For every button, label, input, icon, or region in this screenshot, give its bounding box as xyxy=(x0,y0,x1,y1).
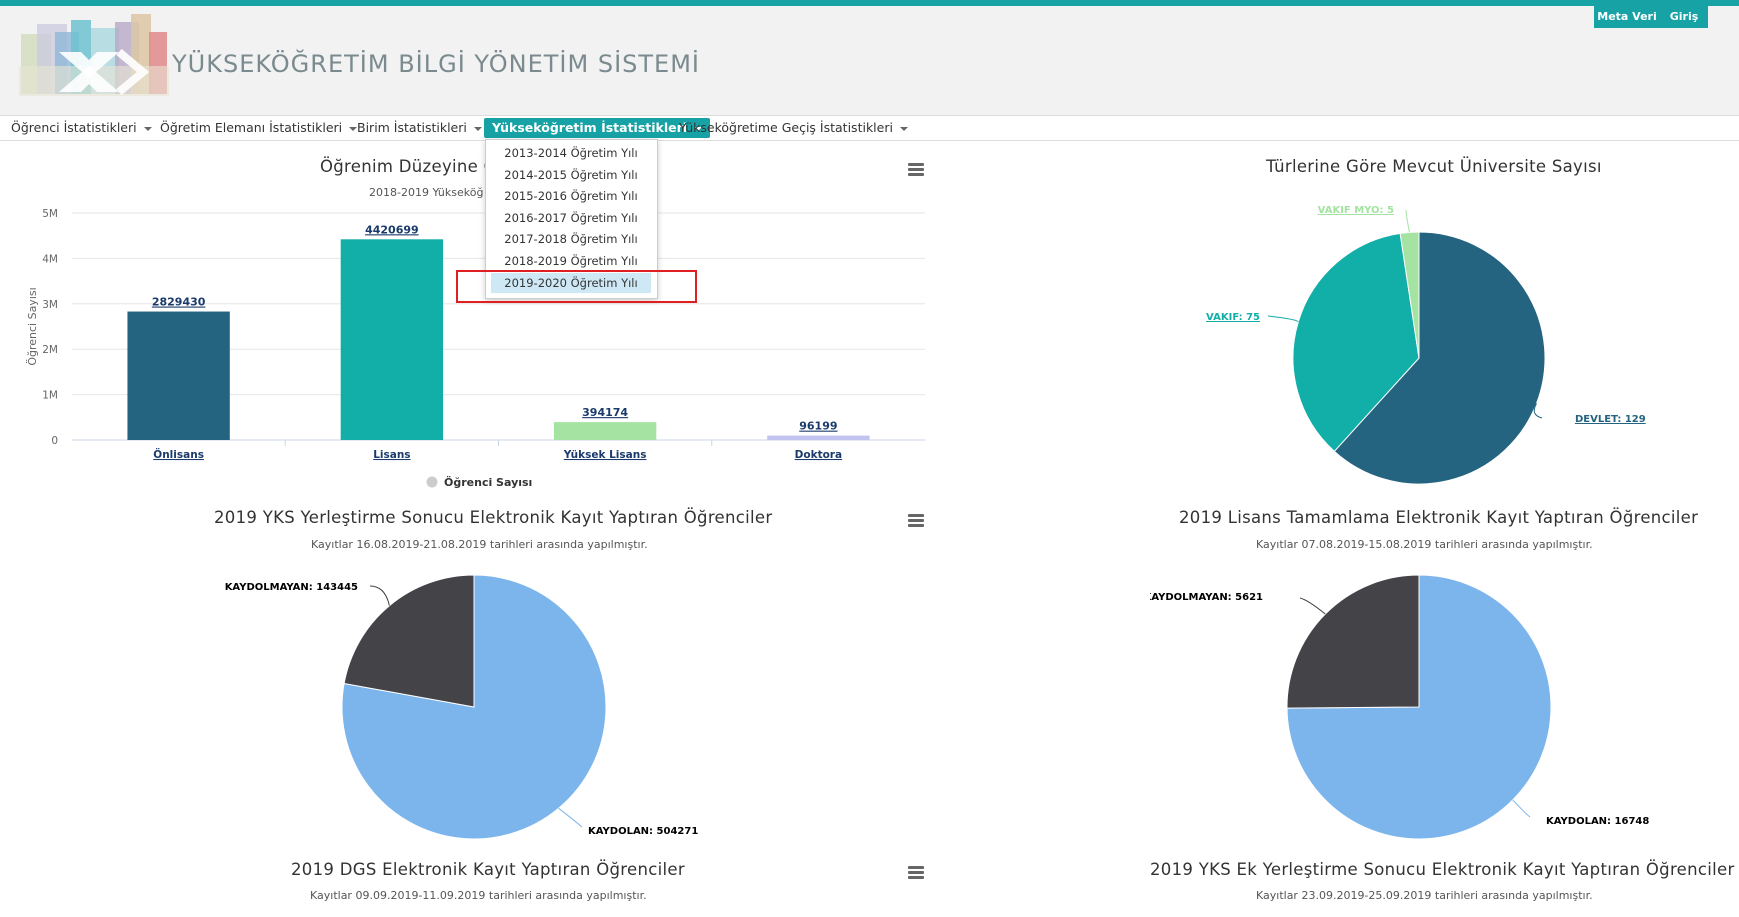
dropdown-item-2015-2016[interactable]: 2015-2016 Öğretim Yılı xyxy=(504,189,638,203)
y-tick-label: 0 xyxy=(51,435,58,447)
site-header xyxy=(0,6,1739,115)
chevron-down-icon xyxy=(899,126,908,131)
y-tick-label: 5M xyxy=(42,208,58,220)
ek-chart-subtitle: Kayıtlar 23.09.2019-25.09.2019 tarihleri… xyxy=(1256,889,1593,902)
dropdown-item-2019-2020[interactable]: 2019-2020 Öğretim Yılı xyxy=(491,273,651,293)
main-navbar: Öğrenci İstatistikleri Öğretim Elemanı İ… xyxy=(0,115,1739,141)
chart-menu-icon[interactable] xyxy=(908,514,924,527)
dropdown-item-2014-2015[interactable]: 2014-2015 Öğretim Yılı xyxy=(504,168,638,182)
highlight-box xyxy=(456,270,697,303)
top-accent-bar xyxy=(0,0,1739,6)
dropdown-item-2018-2019[interactable]: 2018-2019 Öğretim Yılı xyxy=(504,254,638,268)
pie-connector xyxy=(558,807,583,828)
pie-data-label: KAYDOLAN: 504271 xyxy=(588,826,698,837)
chevron-down-icon xyxy=(143,126,152,131)
pie-data-label: DEVLET: 129 xyxy=(1575,414,1646,425)
pie-slice xyxy=(1292,232,1420,453)
nav-label: Öğretim Elemanı İstatistikleri xyxy=(160,120,343,135)
y-tick-label: 2M xyxy=(42,344,58,356)
pie-connector xyxy=(1512,799,1531,818)
pie-slice xyxy=(1286,574,1552,840)
login-button[interactable]: Giriş xyxy=(1660,6,1708,28)
y-tick-label: 4M xyxy=(42,253,58,265)
bar-value-label: 2829430 xyxy=(152,296,206,309)
nav-label: Yükseköğretime Geçiş İstatistikleri xyxy=(679,120,893,135)
nav-student-stats[interactable]: Öğrenci İstatistikleri xyxy=(11,118,152,138)
pie-connector xyxy=(1267,315,1299,323)
pie-data-label: VAKIF MYO: 5 xyxy=(1318,205,1394,216)
bar xyxy=(340,239,444,440)
pie-data-label: KAYDOLAN: 16748 xyxy=(1546,816,1649,827)
pie-data-label: VAKIF: 75 xyxy=(1206,312,1260,323)
uni-chart-title: Türlerine Göre Mevcut Üniversite Sayısı xyxy=(1266,157,1602,176)
ek-chart-title: 2019 YKS Ek Yerleştirme Sonucu Elektroni… xyxy=(1150,860,1735,879)
bar-chart-title: Öğrenim Düzeyine G xyxy=(320,157,497,176)
pie-data-label: KAYDOLMAYAN: 5621 xyxy=(1150,592,1263,603)
lisans-chart-title: 2019 Lisans Tamamlama Elektronik Kayıt Y… xyxy=(1179,508,1699,527)
nav-higher-ed-stats[interactable]: Yükseköğretim İstatistikleri xyxy=(484,118,711,138)
dropdown-item-2017-2018[interactable]: 2017-2018 Öğretim Yılı xyxy=(504,232,638,246)
bar xyxy=(767,435,870,440)
bar-chart-subtitle: 2018-2019 Yükseköğ xyxy=(369,186,484,199)
y-tick-label: 1M xyxy=(42,390,58,402)
pie-connector xyxy=(1299,597,1326,615)
nav-label: Birim İstatistikleri xyxy=(357,120,467,135)
chart-menu-icon[interactable] xyxy=(908,866,924,879)
y-tick-label: 3M xyxy=(42,299,58,311)
x-category-label: Doktora xyxy=(795,449,842,461)
legend-dot-icon xyxy=(426,476,438,488)
nav-unit-stats[interactable]: Birim İstatistikleri xyxy=(357,118,482,138)
dropdown-item-2013-2014[interactable]: 2013-2014 Öğretim Yılı xyxy=(504,146,638,160)
dgs-chart-title: 2019 DGS Elektronik Kayıt Yaptıran Öğren… xyxy=(291,860,685,879)
yks-chart-subtitle: Kayıtlar 16.08.2019-21.08.2019 tarihleri… xyxy=(311,538,648,551)
dgs-chart-subtitle: Kayıtlar 09.09.2019-11.09.2019 tarihleri… xyxy=(310,889,647,902)
lisans-pie-chart: KAYDOLAN: 16748 KAYDOLMAYAN: 5621 xyxy=(1150,574,1649,840)
pie-slice xyxy=(1286,574,1420,709)
lisans-chart-subtitle: Kayıtlar 07.08.2019-15.08.2019 tarihleri… xyxy=(1256,538,1593,551)
pie-slice xyxy=(1399,231,1420,359)
pie-connector xyxy=(369,585,390,606)
nav-transition-stats[interactable]: Yükseköğretime Geçiş İstatistikleri xyxy=(679,118,908,138)
year-dropdown-menu: 2013-2014 Öğretim Yılı 2014-2015 Öğretim… xyxy=(485,139,658,299)
bar xyxy=(127,311,230,440)
nav-staff-stats[interactable]: Öğretim Elemanı İstatistikleri xyxy=(160,118,358,138)
bar-value-label: 96199 xyxy=(799,420,837,433)
x-category-label: Önlisans xyxy=(153,447,204,461)
uni-type-pie-chart: DEVLET: 129 VAKIF: 75 VAKIF MYO: 5 xyxy=(1206,205,1646,485)
x-category-label: Yüksek Lisans xyxy=(563,449,647,461)
chevron-down-icon xyxy=(473,126,482,131)
nav-label: Yükseköğretim İstatistikleri xyxy=(492,120,688,135)
bar xyxy=(553,422,657,440)
site-title[interactable]: YÜKSEKÖĞRETİM BİLGİ YÖNETİM SİSTEMİ xyxy=(172,50,700,78)
y-axis-label: Öğrenci Sayısı xyxy=(26,287,39,365)
pie-connector xyxy=(1533,403,1543,419)
dropdown-item-2016-2017[interactable]: 2016-2017 Öğretim Yılı xyxy=(504,211,638,225)
chart-menu-icon[interactable] xyxy=(908,163,924,176)
bar-value-label: 394174 xyxy=(582,406,628,419)
legend-label: Öğrenci Sayısı xyxy=(444,475,532,489)
pie-data-label: KAYDOLMAYAN: 143445 xyxy=(225,582,358,593)
yok-logo[interactable] xyxy=(19,14,619,104)
pie-connector xyxy=(1405,209,1411,233)
bar-value-label: 4420699 xyxy=(365,223,419,236)
yks-chart-title: 2019 YKS Yerleştirme Sonucu Elektronik K… xyxy=(214,508,773,527)
yks-pie-chart: KAYDOLAN: 504271 KAYDOLMAYAN: 143445 xyxy=(225,574,698,840)
pie-slice xyxy=(343,574,475,708)
nav-label: Öğrenci İstatistikleri xyxy=(11,120,137,135)
x-category-label: Lisans xyxy=(373,449,410,461)
chevron-down-icon xyxy=(694,126,703,131)
chevron-down-icon xyxy=(349,126,358,131)
meta-data-button[interactable]: Meta Veri xyxy=(1594,6,1660,28)
bar-chart: 0 1M 2M 3M 4M 5M Öğrenci Sayısı 2829430 Önlisans… xyxy=(26,208,925,489)
